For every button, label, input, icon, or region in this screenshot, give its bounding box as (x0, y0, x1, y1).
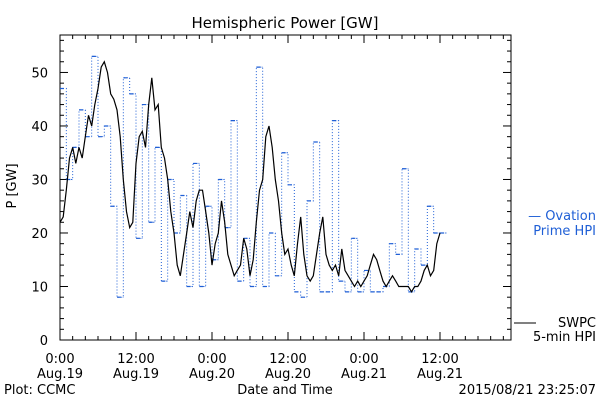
x-tick-time-60: 12:00 (421, 352, 458, 367)
plot-frame (59, 34, 512, 341)
x-tick-date-24: Aug.20 (189, 367, 235, 382)
x-tick-date-48: Aug.21 (341, 367, 387, 382)
x-axis-label: Date and Time (237, 383, 333, 398)
y-axis-label: P [GW] (5, 163, 20, 208)
timestamp: 2015/08/21 23:25:07 (459, 383, 596, 398)
x-tick-time-12: 12:00 (117, 352, 154, 367)
x-tick-date-0: Aug.19 (37, 367, 83, 382)
legend-ovation-line1: — Ovation (528, 209, 596, 224)
plot-area: 010203040500:00Aug.1912:00Aug.190:00Aug.… (31, 34, 512, 382)
x-tick-time-36: 12:00 (269, 352, 306, 367)
y-tick-label-50: 50 (31, 66, 48, 81)
legend-swpc: SWPC 5-min HPI (514, 316, 596, 345)
chart-title: Hemispheric Power [GW] (192, 14, 379, 32)
x-tick-date-12: Aug.19 (113, 367, 159, 382)
plot-credit: Plot: CCMC (4, 383, 75, 398)
x-tick-time-24: 0:00 (197, 352, 226, 367)
y-tick-label-30: 30 (31, 173, 48, 188)
y-tick-label-0: 0 (40, 334, 48, 349)
legend-ovation: — Ovation Prime HPI (528, 209, 596, 239)
x-tick-time-48: 0:00 (349, 352, 378, 367)
y-tick-label-40: 40 (31, 120, 48, 135)
legend-swpc-line2: 5-min HPI (533, 330, 596, 345)
x-tick-date-60: Aug.21 (417, 367, 463, 382)
legend-ovation-line2: Prime HPI (533, 224, 596, 239)
y-tick-label-10: 10 (31, 280, 48, 295)
x-tick-time-0: 0:00 (45, 352, 74, 367)
x-tick-date-36: Aug.20 (265, 367, 311, 382)
y-tick-label-20: 20 (31, 227, 48, 242)
series-swpc-line (59, 60, 441, 293)
legend-swpc-line1: SWPC (558, 316, 596, 331)
